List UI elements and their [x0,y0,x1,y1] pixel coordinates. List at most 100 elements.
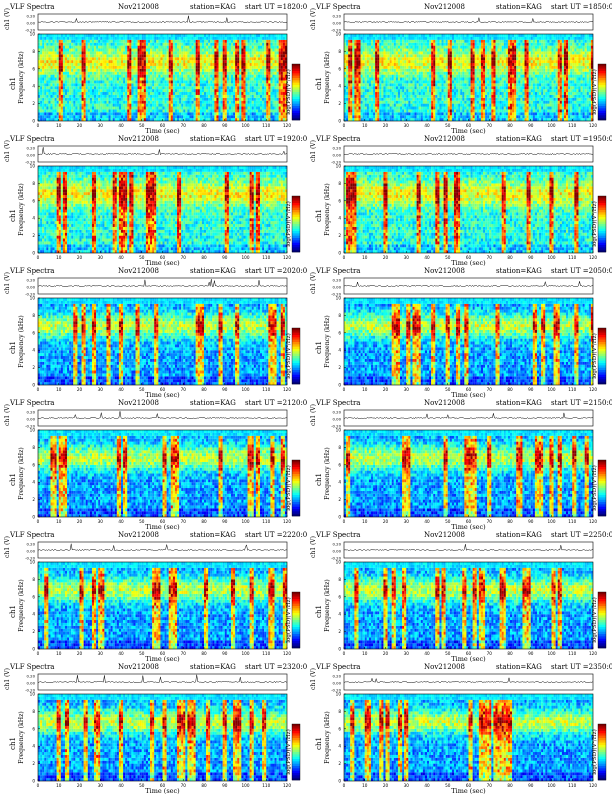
amplitude-axis-label: ch1 (V) [4,8,11,30]
x-tick-label: 0 [37,783,40,788]
colorbar-step [598,247,606,250]
colorbar-step [292,233,300,236]
amplitude-axis-label: ch1 (V) [310,404,317,426]
amplitude-axis-label: ch1 (V) [4,272,11,294]
amplitude-axis-label: ch1 (V) [4,140,11,162]
x-tick-label: 70 [487,519,493,524]
y-axis-label: Frequency (kHz) [18,711,25,764]
colorbar-step [598,349,606,352]
colorbar-step [292,726,300,729]
amplitude-tick-label: 0.00 [27,681,36,686]
y-tick-label: 2 [338,497,341,502]
colorbar-step [292,247,300,250]
colorbar-step [598,379,606,382]
colorbar-step [598,354,606,357]
amplitude-tick-label: 0.20 [27,278,36,283]
colorbar-step [292,495,300,498]
y-tick-label: 2 [32,761,35,766]
colorbar-step [598,481,606,484]
x-tick-label: 30 [404,387,410,392]
x-tick-label: 90 [528,519,534,524]
colorbar-label: log(PSD)(V²/Hz) [285,597,292,643]
colorbar-step [598,773,606,776]
x-tick-label: 40 [424,123,430,128]
y-tick-label: 4 [338,348,341,353]
amplitude-axis-label: ch1 (V) [310,536,317,558]
channel-label: ch1 [315,737,323,750]
y-tick-label: 0 [32,119,35,124]
colorbar-step [292,752,300,755]
x-tick-label: 20 [383,651,389,656]
colorbar-step [292,372,300,375]
colorbar-step [598,601,606,604]
colorbar-step [598,94,606,97]
colorbar-step [292,641,300,644]
colorbar-step [598,726,606,729]
y-tick-label: 6 [338,462,341,467]
colorbar-step [292,738,300,741]
colorbar-step [598,351,606,354]
y-tick-label: 8 [338,49,341,54]
colorbar-step [598,747,606,750]
colorbar-step [598,85,606,88]
colorbar-step [292,740,300,743]
colorbar-step [598,113,606,116]
colorbar-step [598,618,606,621]
x-tick-label: 0 [37,255,40,260]
colorbar-step [598,469,606,472]
channel-label: ch1 [315,473,323,486]
colorbar-step [292,481,300,484]
colorbar-step [292,592,300,595]
y-axis-label: Frequency (kHz) [324,447,331,500]
colorbar-step [598,356,606,359]
colorbar-step [598,368,606,371]
x-tick-label: 80 [201,123,207,128]
x-tick-label: 110 [568,651,576,656]
x-tick-label: 70 [487,123,493,128]
colorbar-step [292,73,300,76]
colorbar-step [292,754,300,757]
colorbar-step [598,335,606,338]
colorbar-step [598,639,606,642]
colorbar-step [598,196,606,199]
x-tick-label: 10 [56,651,62,656]
colorbar-step [598,101,606,104]
colorbar-step [292,363,300,366]
y-tick-label: 10 [336,560,342,565]
colorbar-step [598,217,606,220]
colorbar-step [292,472,300,475]
colorbar-step [292,766,300,769]
amplitude-tick-label: 0.20 [27,674,36,679]
x-tick-label: 110 [262,387,270,392]
colorbar-step [598,724,606,727]
colorbar-step [598,78,606,81]
colorbar-step [292,469,300,472]
colorbar-step [598,738,606,741]
colorbar-step [598,766,606,769]
y-tick-label: 4 [338,612,341,617]
colorbar-step [292,479,300,482]
x-tick-label: 0 [343,123,346,128]
colorbar-step [292,210,300,213]
amplitude-tick-label: 0.00 [27,417,36,422]
x-tick-label: 30 [98,255,104,260]
amplitude-axis-label: ch1 (V) [4,536,11,558]
x-tick-label: 30 [404,123,410,128]
amplitude-tick-label: 0.00 [333,417,342,422]
colorbar-step [292,507,300,510]
x-tick-label: 40 [118,255,124,260]
colorbar-step [292,97,300,100]
colorbar-step [292,643,300,646]
x-tick-label: 110 [262,783,270,788]
x-tick-label: 110 [262,123,270,128]
x-axis-label: Time (sec) [451,787,486,794]
colorbar-step [292,365,300,368]
colorbar-step [598,757,606,760]
